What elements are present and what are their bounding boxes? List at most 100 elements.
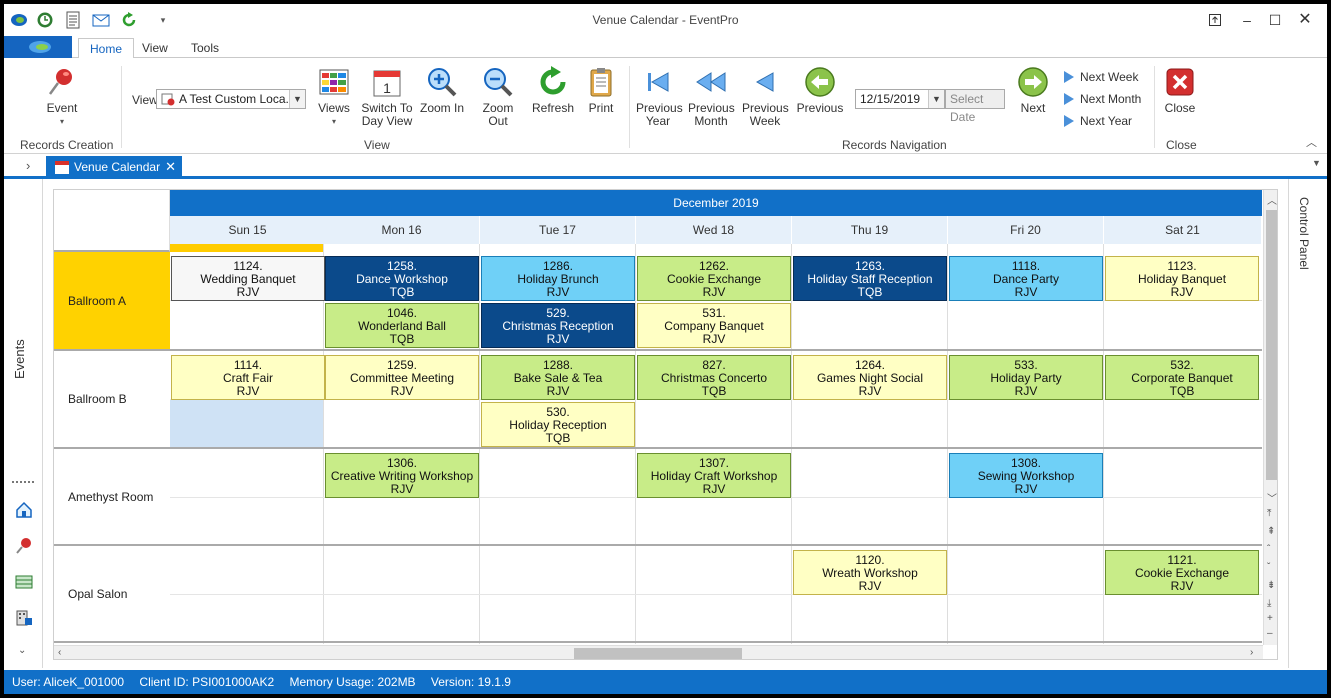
zoom-out-button[interactable]: Zoom Out — [472, 66, 524, 128]
group-separator — [629, 66, 630, 148]
next-month-button[interactable]: Next Month — [1064, 90, 1141, 108]
tab-list-dropdown-icon[interactable]: ▼ — [1312, 158, 1321, 168]
scroll-left-icon[interactable]: ‹ — [58, 647, 62, 658]
building-icon[interactable] — [15, 609, 33, 630]
event-block[interactable]: 827. Christmas Concerto TQB — [637, 355, 791, 400]
maximize-button[interactable]: ☐ — [1268, 12, 1282, 28]
control-panel-label[interactable]: Control Panel — [1297, 197, 1311, 270]
event-block[interactable]: 1308. Sewing Workshop RJV — [949, 453, 1103, 498]
chevron-down-icon[interactable]: ⌄ — [18, 645, 27, 656]
tab-venue-calendar[interactable]: Venue Calendar ✕ — [46, 156, 182, 179]
room-row-header[interactable]: Opal Salon — [54, 546, 170, 643]
document-icon[interactable] — [64, 11, 82, 29]
event-block[interactable]: 1124. Wedding Banquet RJV — [171, 256, 325, 301]
scroll-bottom-icon[interactable]: ⤓ — [1267, 598, 1272, 609]
vertical-scrollbar[interactable]: ︿ ﹀ ⤒ ⇞ ˆ ˇ ⇟ ⤓ + – — [1263, 190, 1277, 645]
event-block[interactable]: 1258. Dance Workshop TQB — [325, 256, 479, 301]
mail-icon[interactable] — [92, 11, 110, 29]
application-menu-button[interactable] — [4, 36, 72, 58]
selected-cell[interactable] — [170, 399, 323, 447]
print-button[interactable]: Print — [584, 66, 618, 115]
zoom-in-button[interactable]: Zoom In — [420, 66, 464, 115]
event-block[interactable]: 1306. Creative Writing Workshop RJV — [325, 453, 479, 498]
scroll-top-icon[interactable]: ⤒ — [1267, 508, 1272, 519]
date-input[interactable]: 12/15/2019 ▼ — [855, 89, 945, 109]
event-block[interactable]: 1121. Cookie Exchange RJV — [1105, 550, 1259, 595]
event-block[interactable]: 1123. Holiday Banquet RJV — [1105, 256, 1259, 301]
panel-splitter[interactable] — [12, 481, 34, 483]
clipboard-icon — [590, 68, 612, 97]
minimize-button[interactable]: – — [1243, 12, 1251, 28]
pushpin-icon[interactable] — [15, 537, 33, 558]
day-header[interactable]: Thu 19 — [792, 216, 948, 244]
refresh-icon[interactable] — [120, 11, 138, 29]
event-block[interactable]: 1046. Wonderland Ball TQB — [325, 303, 479, 348]
tab-tools[interactable]: Tools — [191, 41, 220, 55]
event-block[interactable]: 1262. Cookie Exchange RJV — [637, 256, 791, 301]
event-block[interactable]: 1263. Holiday Staff Reception TQB — [793, 256, 947, 301]
views-button[interactable]: Views ▾ — [316, 66, 352, 128]
clock-icon[interactable] — [36, 11, 54, 29]
event-block[interactable]: 530. Holiday Reception TQB — [481, 402, 635, 447]
day-header[interactable]: Wed 18 — [636, 216, 792, 244]
horizontal-scrollbar[interactable]: ‹ › — [54, 645, 1263, 659]
scroll-up-icon[interactable]: ︿ — [1267, 196, 1277, 207]
next-week-button[interactable]: Next Week — [1064, 68, 1138, 86]
day-header[interactable]: Tue 17 — [480, 216, 636, 244]
event-block[interactable]: 1120. Wreath Workshop RJV — [793, 550, 947, 595]
switch-to-day-view-button[interactable]: 1 Switch To Day View — [360, 66, 414, 128]
page-down-icon[interactable]: ˇ — [1267, 562, 1271, 573]
next-button[interactable]: Next — [1014, 66, 1052, 115]
event-block[interactable]: 1288. Bake Sale & Tea RJV — [481, 355, 635, 400]
select-date-button[interactable]: Select Date — [945, 89, 1005, 124]
day-header[interactable]: Sat 21 — [1104, 216, 1262, 244]
refresh-button[interactable]: Refresh — [532, 66, 574, 115]
expand-panel-chevron-icon[interactable]: › — [26, 158, 31, 173]
event-button[interactable]: Event ▾ — [40, 66, 84, 128]
ribbon-display-options-icon[interactable] — [1202, 10, 1228, 30]
horizontal-scroll-thumb[interactable] — [574, 648, 742, 659]
event-block[interactable]: 533. Holiday Party RJV — [949, 355, 1103, 400]
room-row-header[interactable]: Ballroom A — [54, 252, 170, 351]
page-up-icon[interactable]: ⇞ — [1267, 526, 1276, 537]
close-tab-icon[interactable]: ✕ — [165, 159, 176, 174]
home-icon[interactable] — [15, 501, 33, 522]
zoom-minus-icon[interactable]: – — [1267, 628, 1273, 639]
event-block[interactable]: 1307. Holiday Craft Workshop RJV — [637, 453, 791, 498]
collapse-ribbon-icon[interactable]: ︿ — [1306, 137, 1317, 149]
zoom-plus-icon[interactable]: + — [1267, 613, 1273, 624]
room-row-header[interactable]: Amethyst Room — [54, 449, 170, 546]
event-block[interactable]: 1259. Committee Meeting RJV — [325, 355, 479, 400]
scroll-right-icon[interactable]: › — [1250, 647, 1254, 658]
previous-week-button[interactable]: Previous Week — [742, 66, 789, 128]
tab-view[interactable]: View — [142, 41, 168, 55]
event-block[interactable]: 531. Company Banquet RJV — [637, 303, 791, 348]
previous-button[interactable]: Previous — [796, 66, 844, 115]
vertical-scroll-thumb[interactable] — [1266, 210, 1277, 480]
customize-quick-access-icon[interactable]: ▾ — [160, 14, 166, 25]
event-block[interactable]: 1118. Dance Party RJV — [949, 256, 1103, 301]
event-block[interactable]: 1114. Craft Fair RJV — [171, 355, 325, 400]
room-row-header[interactable]: Ballroom B — [54, 351, 170, 449]
day-header[interactable]: Sun 15 — [170, 216, 326, 244]
event-code: RJV — [390, 384, 414, 398]
app-logo-icon[interactable] — [10, 11, 28, 29]
previous-month-button[interactable]: Previous Month — [688, 66, 735, 128]
tab-home[interactable]: Home — [78, 38, 135, 59]
events-panel-label[interactable]: Events — [12, 339, 27, 379]
ledger-icon[interactable] — [15, 573, 33, 594]
page-down-icon[interactable]: ⇟ — [1267, 580, 1276, 591]
view-combo[interactable]: A Test Custom Loca... ▼ — [156, 89, 306, 109]
event-block[interactable]: 532. Corporate Banquet TQB — [1105, 355, 1259, 400]
event-block[interactable]: 529. Christmas Reception RJV — [481, 303, 635, 348]
previous-year-button[interactable]: Previous Year — [636, 66, 683, 128]
day-header[interactable]: Fri 20 — [948, 216, 1104, 244]
event-block[interactable]: 1264. Games Night Social RJV — [793, 355, 947, 400]
event-block[interactable]: 1286. Holiday Brunch RJV — [481, 256, 635, 301]
close-button[interactable]: Close — [1162, 66, 1198, 115]
day-header[interactable]: Mon 16 — [324, 216, 480, 244]
close-window-button[interactable]: ✕ — [1298, 11, 1312, 28]
page-up-icon[interactable]: ˆ — [1267, 544, 1271, 555]
scroll-down-icon[interactable]: ﹀ — [1267, 494, 1277, 505]
next-year-button[interactable]: Next Year — [1064, 112, 1132, 130]
